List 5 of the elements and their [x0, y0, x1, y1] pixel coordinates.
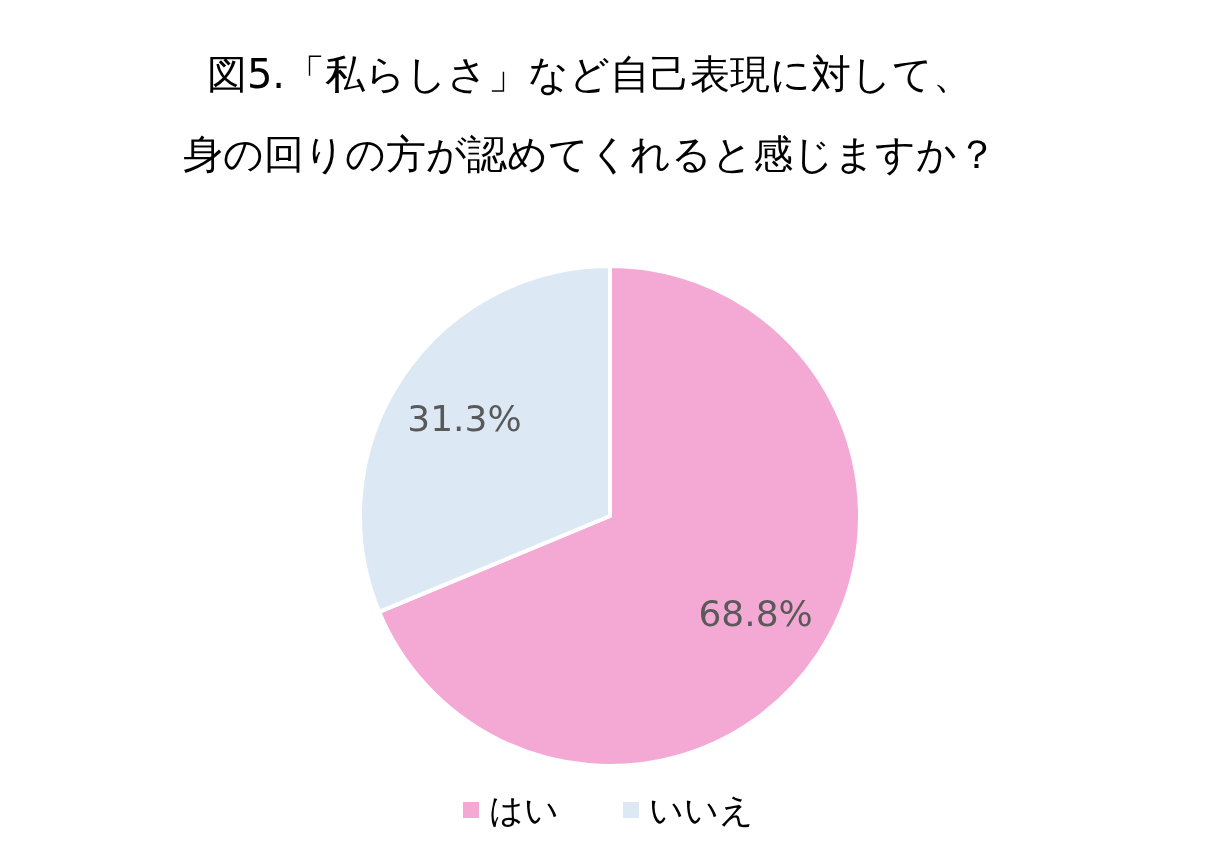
data-label: 31.3% — [407, 398, 522, 440]
legend-label: いいえ — [649, 790, 754, 830]
legend-label: はい — [489, 790, 559, 830]
data-label: 68.8% — [698, 592, 813, 634]
chart-title: 図5.「私らしさ」など自己表現に対して、身の回りの方が認めてくれると感じますか？ — [183, 51, 997, 177]
